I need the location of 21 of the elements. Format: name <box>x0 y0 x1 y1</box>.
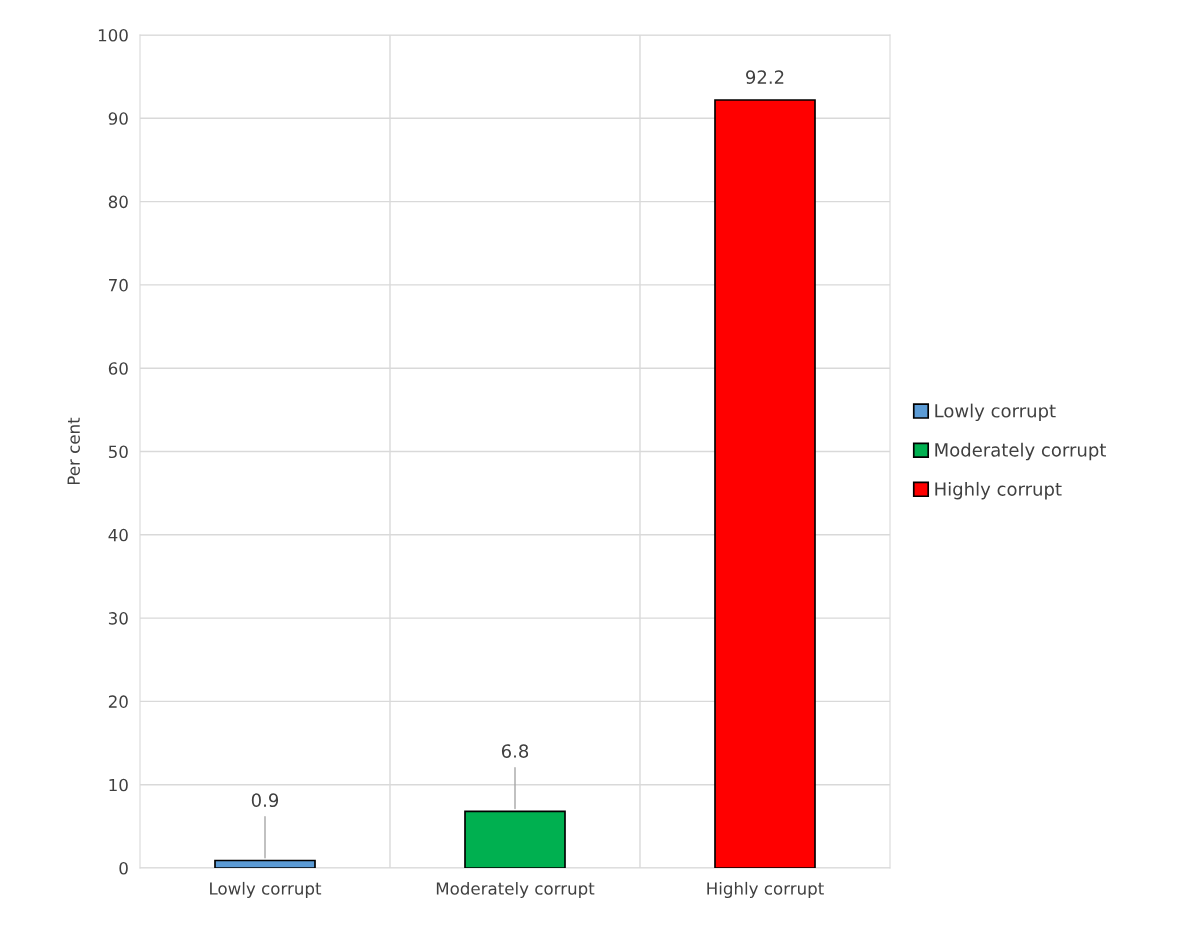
legend-label: Highly corrupt <box>935 481 1062 500</box>
data-label: 0.9 <box>251 793 279 808</box>
y-tick-label: 20 <box>108 695 128 708</box>
y-tick-label: 80 <box>108 195 128 209</box>
y-tick-label: 60 <box>108 362 128 375</box>
x-tick-label: Highly corrupt <box>707 881 824 899</box>
legend-label: Lowly corrupt <box>935 403 1056 422</box>
data-label: 6.8 <box>501 744 529 758</box>
y-tick-label: 90 <box>108 112 128 125</box>
y-tick-label: 70 <box>109 278 128 292</box>
y-tick-label: 30 <box>108 612 128 625</box>
y-tick-label: 100 <box>98 28 128 42</box>
y-tick-label: 10 <box>109 778 128 792</box>
y-tick-label: 40 <box>108 528 128 542</box>
legend-label: Moderately corrupt <box>935 442 1106 461</box>
data-label: 92.2 <box>746 70 784 84</box>
y-tick-label: 50 <box>108 445 128 459</box>
x-tick-label: Moderately corrupt <box>436 881 595 899</box>
y-tick-label: 0 <box>119 861 128 875</box>
y-axis-title: Per cent <box>67 417 80 485</box>
x-tick-label: Lowly corrupt <box>210 881 322 899</box>
